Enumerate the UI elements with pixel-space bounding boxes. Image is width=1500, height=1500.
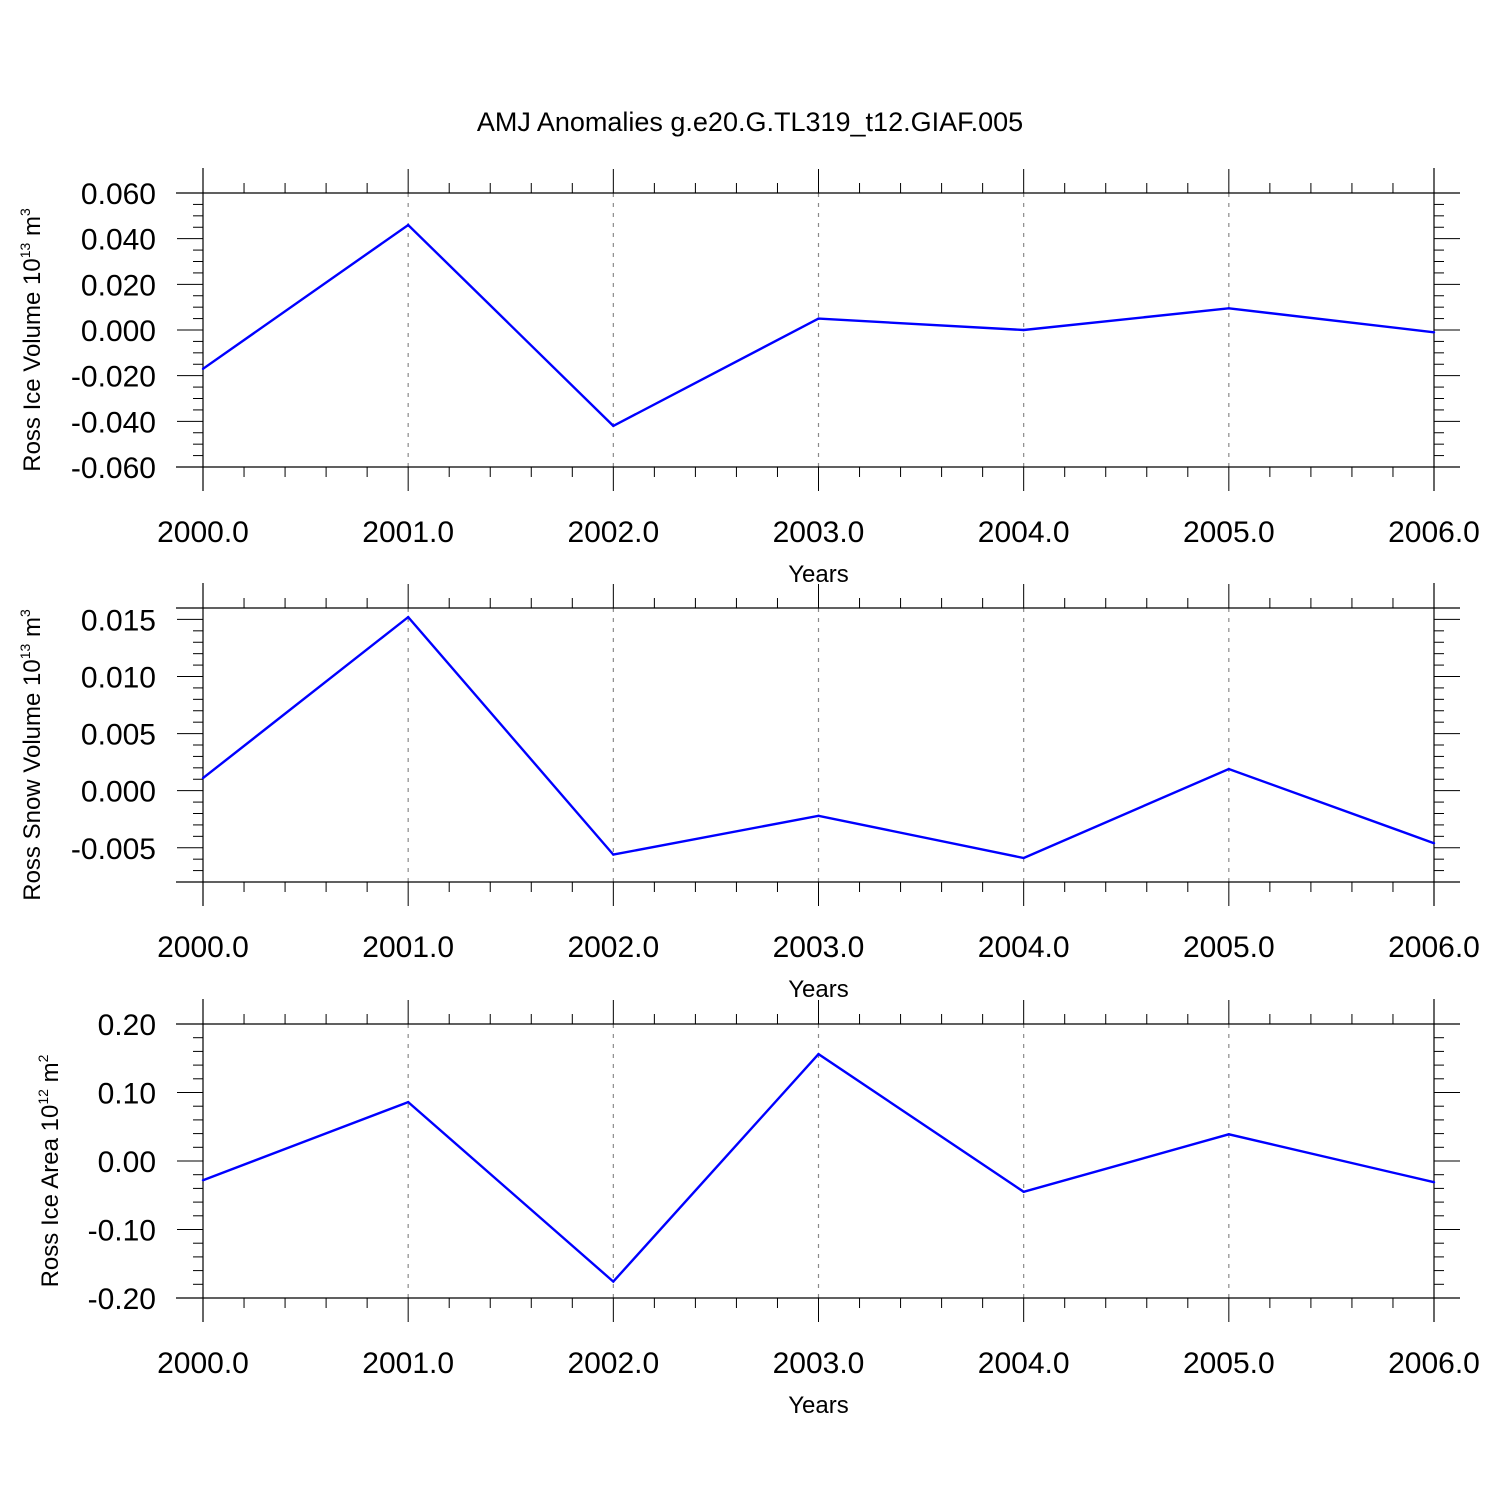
- y-tick-label: 0.010: [81, 662, 156, 695]
- y-axis-title-exponent: 13: [17, 644, 33, 660]
- chart-panel-2: 2000.0 2001.0 2002.0 2003.0 2004.0 2005.0 2006…: [17, 583, 1480, 1003]
- data-point: [817, 1052, 820, 1056]
- data-point: [201, 367, 205, 371]
- x-axis-title: Years: [788, 561, 849, 588]
- y-tick-label: 0.00: [98, 1146, 156, 1179]
- x-tick-label: 2005.0: [1183, 931, 1275, 964]
- y-tick-label: 0.005: [81, 719, 156, 752]
- x-tick-label: 2006.0: [1388, 931, 1480, 964]
- data-point: [1022, 856, 1025, 860]
- x-tick-label: 2003.0: [773, 516, 865, 549]
- x-tick-label: 2002.0: [567, 516, 659, 549]
- x-tick-label: 2004.0: [978, 1347, 1070, 1380]
- x-tick-label: 2001.0: [362, 1347, 454, 1380]
- data-point: [1022, 1190, 1025, 1194]
- data-point: [406, 1100, 410, 1104]
- data-point: [1227, 1133, 1231, 1136]
- y-axis-title-text: Ross Ice Volume 10: [19, 258, 46, 471]
- x-tick-label: 2006.0: [1388, 1347, 1480, 1380]
- y-axis-title-text: Ross Ice Area 10: [37, 1105, 64, 1288]
- x-tick-label: 2000.0: [157, 516, 249, 549]
- data-point: [817, 814, 820, 817]
- data-point: [1432, 841, 1436, 845]
- y-tick-label: 0.000: [81, 315, 156, 348]
- data-point: [1227, 307, 1231, 310]
- y-tick-label: 0.000: [81, 776, 156, 809]
- y-tick-label: 0.020: [81, 269, 156, 302]
- data-point: [612, 1280, 615, 1283]
- y-axis-title-unit: m: [37, 1062, 64, 1089]
- x-tick-label: 2000.0: [157, 1347, 249, 1380]
- y-axis-title-unit: m: [19, 617, 46, 644]
- y-tick-label: 0.040: [81, 224, 156, 257]
- data-point: [817, 317, 820, 320]
- x-axis-title: Years: [788, 976, 849, 1003]
- x-tick-label: 2005.0: [1183, 516, 1275, 549]
- y-axis-title-unit-exponent: 3: [17, 208, 33, 216]
- y-tick-label: -0.060: [71, 452, 156, 485]
- x-tick-label: 2003.0: [773, 1347, 865, 1380]
- y-axis-title-exponent: 12: [35, 1089, 51, 1105]
- y-tick-label: 0.20: [98, 1009, 156, 1042]
- data-point: [1227, 767, 1231, 771]
- x-tick-label: 2003.0: [773, 931, 865, 964]
- y-tick-label: 0.060: [81, 178, 156, 211]
- data-point: [406, 615, 410, 619]
- x-tick-label: 2002.0: [567, 931, 659, 964]
- data-point: [1432, 331, 1436, 334]
- y-axis-title-unit: m: [19, 216, 46, 243]
- x-tick-label: 2004.0: [978, 516, 1070, 549]
- data-point: [406, 223, 410, 227]
- y-axis-title: Ross Ice Volume 1013 m3: [17, 208, 46, 472]
- data-point: [612, 424, 615, 428]
- y-axis-title: Ross Snow Volume 1013 m3: [17, 609, 46, 901]
- data-point: [612, 853, 615, 856]
- x-tick-label: 2004.0: [978, 931, 1070, 964]
- chart-panel-3: 2000.0 2001.0 2002.0 2003.0 2004.0 2005.0 2006…: [35, 999, 1480, 1419]
- y-axis-title-exponent: 13: [17, 243, 33, 259]
- x-tick-label: 2001.0: [362, 931, 454, 964]
- y-tick-label: -0.10: [88, 1215, 156, 1248]
- y-axis-title-unit-exponent: 2: [35, 1054, 51, 1062]
- y-tick-label: 0.015: [81, 604, 156, 637]
- data-point: [1432, 1181, 1436, 1184]
- figure-title: AMJ Anomalies g.e20.G.TL319_t12.GIAF.005: [477, 107, 1023, 137]
- x-tick-label: 2002.0: [567, 1347, 659, 1380]
- x-tick-label: 2001.0: [362, 516, 454, 549]
- panels: 2000.0 2001.0 2002.0 2003.0 2004.0 2005.0 2006…: [17, 168, 1480, 1419]
- y-tick-label: -0.005: [71, 833, 156, 866]
- y-tick-label: -0.020: [71, 361, 156, 394]
- y-axis-title: Ross Ice Area 1012 m2: [35, 1054, 64, 1287]
- y-axis-title-unit-exponent: 3: [17, 609, 33, 617]
- y-axis-title-text: Ross Snow Volume 10: [19, 659, 46, 900]
- data-point: [201, 776, 205, 780]
- chart-panel-1: 2000.0 2001.0 2002.0 2003.0 2004.0 2005.0 2006…: [17, 168, 1480, 588]
- y-tick-label: -0.20: [88, 1283, 156, 1316]
- x-tick-label: 2005.0: [1183, 1347, 1275, 1380]
- x-axis-title: Years: [788, 1392, 849, 1419]
- data-point: [201, 1178, 205, 1182]
- x-tick-label: 2006.0: [1388, 516, 1480, 549]
- y-tick-label: -0.040: [71, 406, 156, 439]
- data-point: [1022, 328, 1025, 332]
- x-tick-label: 2000.0: [157, 931, 249, 964]
- y-tick-label: 0.10: [98, 1078, 156, 1111]
